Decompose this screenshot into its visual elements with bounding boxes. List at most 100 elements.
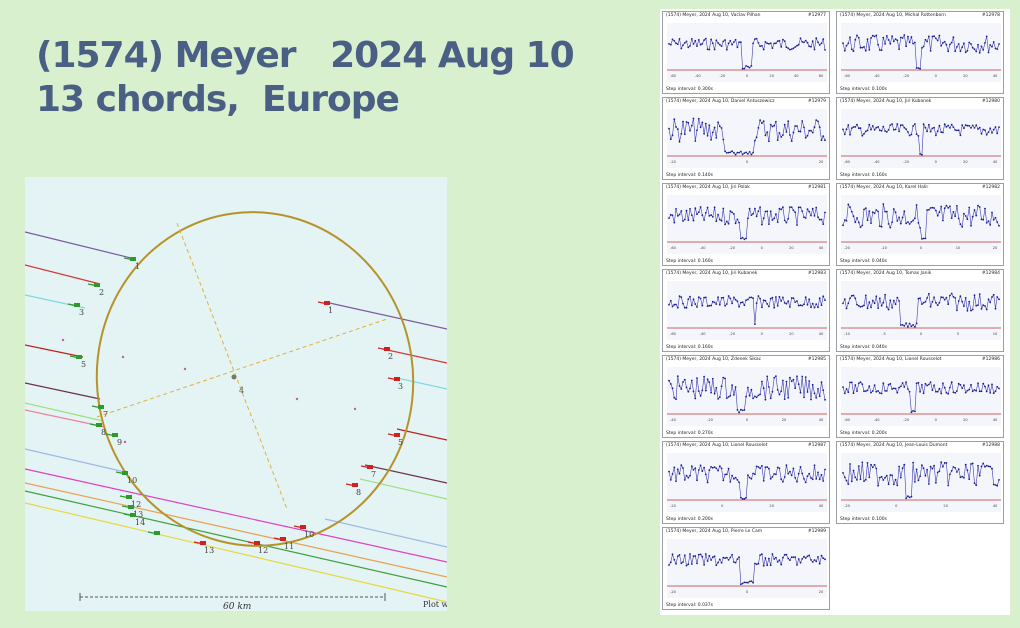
lightcurve-point: [959, 476, 962, 479]
lightcurve-point: [889, 124, 892, 126]
lightcurve-point: [766, 564, 769, 567]
lightcurve-point: [762, 480, 765, 482]
lightcurve-point: [808, 45, 811, 48]
lightcurve-point: [769, 210, 772, 213]
lightcurve-point: [699, 126, 702, 129]
lightcurve-point: [741, 582, 744, 585]
lightcurve-point: [785, 131, 788, 133]
lightcurve-point: [880, 49, 883, 52]
lightcurve-point: [956, 129, 958, 132]
lightcurve-line: [842, 203, 1000, 240]
lightcurve-point: [957, 43, 960, 45]
lightcurve-point: [764, 466, 767, 469]
x-tick-label: 0: [935, 160, 938, 164]
x-tick-label: 20: [769, 74, 774, 78]
record-id: #12978: [981, 13, 1000, 18]
lightcurve-point: [720, 561, 723, 564]
lightcurve-point: [901, 124, 904, 126]
lightcurve-plot-area: [667, 195, 827, 254]
lightcurve-point: [940, 205, 943, 208]
x-tick-label: -20: [670, 590, 677, 594]
lightcurve-point: [771, 219, 774, 221]
lightcurve-point: [669, 43, 672, 46]
lightcurve-point: [704, 553, 707, 555]
lightcurve-point: [750, 214, 753, 216]
lightcurve-point: [899, 385, 902, 388]
lightcurve-point: [668, 470, 670, 473]
lightcurve-point: [734, 153, 737, 156]
lightcurve-point: [880, 304, 883, 307]
lightcurve-point: [968, 124, 971, 127]
lightcurve-point: [903, 34, 906, 36]
lightcurve-point: [868, 123, 871, 126]
lightcurve-panel: (1574) Meyer, 2024 Aug 10, Zdenek Sikac #…: [662, 355, 830, 438]
lightcurve-point: [773, 42, 776, 45]
red-error-bar: [273, 537, 285, 541]
x-tick-label: 40: [993, 504, 998, 508]
lightcurve-point: [824, 558, 826, 561]
lightcurve-point: [718, 465, 721, 467]
lightcurve-panel: (1574) Meyer, 2024 Aug 10, Michal Rotten…: [836, 11, 1004, 94]
lightcurve-point: [720, 467, 723, 470]
lightcurve-point: [947, 50, 950, 53]
lightcurve-point: [722, 376, 725, 379]
lightcurve-point: [669, 138, 672, 141]
lightcurve-point: [957, 217, 960, 220]
lightcurve-point: [818, 44, 821, 46]
lightcurve-point: [754, 207, 756, 210]
lightcurve-point: [710, 466, 712, 468]
lightcurve-point: [731, 553, 733, 556]
lightcurve-point: [910, 221, 913, 223]
lightcurve-point: [673, 221, 676, 224]
step-interval: Step interval: 0.200s: [840, 431, 888, 436]
green-marker: [76, 355, 82, 359]
lightcurve-point: [743, 497, 746, 500]
lightcurve-point: [782, 38, 784, 41]
lightcurve-point: [710, 38, 712, 41]
lightcurve-point: [982, 218, 985, 221]
lightcurve-point: [745, 395, 747, 398]
lightcurve-point: [921, 303, 923, 305]
lightcurve-point: [959, 223, 962, 226]
panel-title: (1574) Meyer, 2024 Aug 10, Pierre Le Cam…: [666, 529, 826, 538]
lightcurve-point: [971, 46, 974, 49]
lightcurve-point: [935, 134, 937, 137]
lightcurve-point: [808, 129, 811, 132]
x-tick-label: 0: [761, 246, 764, 250]
lightcurve-point: [692, 43, 695, 45]
lightcurve-point: [696, 562, 698, 565]
lightcurve-point: [889, 226, 892, 229]
green-marker: [130, 513, 136, 517]
lightcurve-point: [894, 128, 897, 131]
lightcurve-point: [871, 390, 874, 392]
lightcurve-point: [966, 309, 969, 312]
lightcurve-point: [885, 390, 888, 392]
lightcurve-point: [668, 217, 670, 219]
lightcurve-point: [736, 46, 739, 49]
lightcurve-plot-area: [667, 453, 827, 512]
lightcurve-point: [799, 466, 802, 468]
lightcurve-point: [725, 473, 728, 476]
lightcurve-point: [943, 386, 946, 389]
lightcurve-point: [706, 305, 709, 307]
lightcurve-point: [871, 299, 874, 302]
lightcurve-point: [780, 208, 783, 211]
lightcurve-point: [787, 396, 790, 399]
lightcurve-point: [977, 204, 979, 207]
lightcurve-point: [727, 295, 730, 297]
lightcurve-point: [898, 386, 900, 389]
lightcurve-point: [914, 481, 916, 483]
lightcurve-point: [715, 467, 718, 470]
lightcurve-point: [773, 306, 776, 309]
lightcurve-point: [813, 48, 816, 51]
lightcurve-point: [683, 554, 686, 557]
lightcurve-point: [929, 305, 932, 308]
green-marker: [94, 283, 100, 287]
lightcurve-point: [771, 390, 774, 393]
x-tick-label: -20: [903, 160, 910, 164]
lightcurve-point: [929, 50, 932, 52]
lightcurve-point: [790, 556, 793, 558]
lightcurve-point: [938, 124, 941, 127]
green-error-bar: [89, 423, 101, 427]
